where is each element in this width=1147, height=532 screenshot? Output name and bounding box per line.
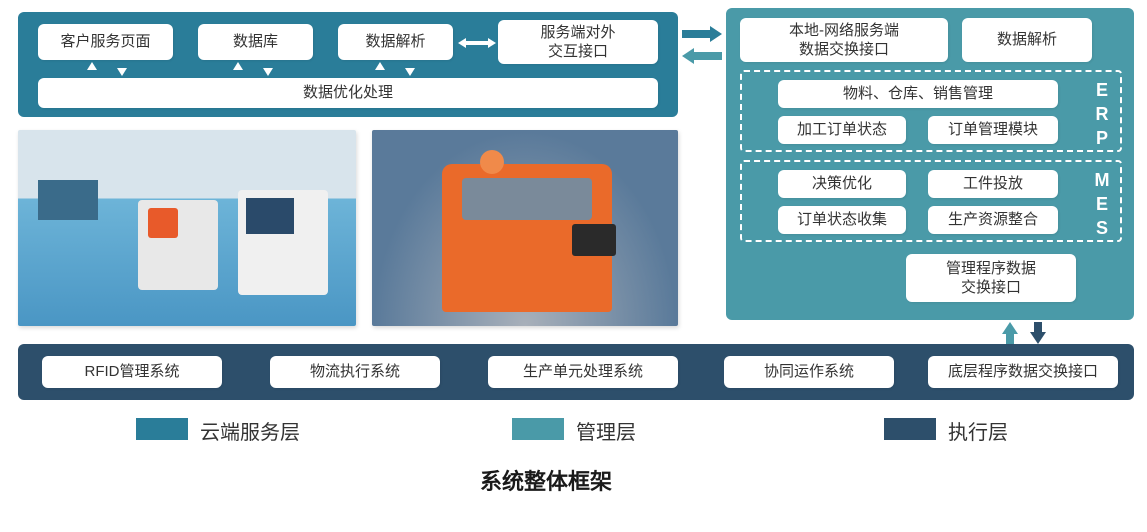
legend-cloud: 云端服务层 [200,416,300,445]
box-mes-b: 工件投放 [928,170,1058,198]
box-mgmt-parse: 数据解析 [962,18,1092,62]
page-title: 系统整体框架 [480,464,612,496]
box-erp-b: 加工订单状态 [778,116,906,144]
execution-panel: RFID管理系统 物流执行系统 生产单元处理系统 协同运作系统 底层程序数据交换… [18,344,1134,400]
box-database: 数据库 [198,24,313,60]
box-interface: 服务端对外 交互接口 [498,20,658,64]
box-collab: 协同运作系统 [724,356,894,388]
box-optimize: 数据优化处理 [38,78,658,108]
mes-label: MES [1091,170,1112,242]
cloud-panel: 客户服务页面 数据库 数据解析 服务端对外 交互接口 数据优化处理 [18,12,678,117]
erp-label: ERP [1091,80,1112,152]
box-mes-a: 决策优化 [778,170,906,198]
bidir-arrow-icon [458,36,496,55]
legend-swatch-management [512,418,564,440]
box-erp-c: 订单管理模块 [928,116,1058,144]
photo-factory [18,130,356,326]
box-erp-a: 物料、仓库、销售管理 [778,80,1058,108]
legend-management: 管理层 [576,416,636,445]
box-lowlevel: 底层程序数据交换接口 [928,356,1118,388]
mes-group: 决策优化 工件投放 订单状态收集 生产资源整合 MES [740,160,1122,242]
arrow-right-icon [682,26,722,47]
legend-swatch-cloud [136,418,188,440]
box-customer: 客户服务页面 [38,24,173,60]
management-panel: 本地-网络服务端 数据交换接口 数据解析 物料、仓库、销售管理 加工订单状态 订… [726,8,1134,320]
legend-execution: 执行层 [948,416,1008,445]
box-logistics: 物流执行系统 [270,356,440,388]
box-mes-d: 生产资源整合 [928,206,1058,234]
legend-swatch-execution [884,418,936,440]
box-mgmt-bottom: 管理程序数据 交换接口 [906,254,1076,302]
arrow-left-icon [682,48,722,69]
box-local-interface: 本地-网络服务端 数据交换接口 [740,18,948,62]
box-parse: 数据解析 [338,24,453,60]
box-rfid: RFID管理系统 [42,356,222,388]
box-production: 生产单元处理系统 [488,356,678,388]
box-mes-c: 订单状态收集 [778,206,906,234]
erp-group: 物料、仓库、销售管理 加工订单状态 订单管理模块 ERP [740,70,1122,152]
photo-robot [372,130,678,326]
